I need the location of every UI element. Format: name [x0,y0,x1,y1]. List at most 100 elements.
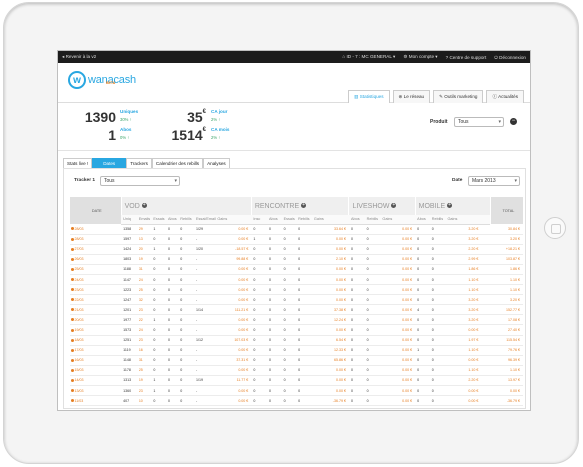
table-row[interactable]: 18/03 1251 23 0 0 0 1/12 107.03 €0 0 0 0 6.54 €0 0 0.… [69,335,523,346]
collapse-icon[interactable]: − [510,118,517,125]
value-cell: 1188 [121,264,137,275]
vod-group-header[interactable]: VOD + [120,197,252,215]
value-cell: 0 [296,274,312,286]
column-header[interactable]: Abos [165,215,179,225]
value-cell: 1 [151,244,166,255]
user-menu[interactable]: ⌂ ID - 7 : MC GENERAL ▾ [342,54,396,59]
column-header[interactable]: Essais [281,215,297,225]
expand-icon[interactable] [70,308,74,312]
table-row[interactable]: 17/03 1119 16 0 0 0-0.00 €0 0 0 0 12.33 €0 0 0.00 €… [69,345,523,356]
tab-statistiques[interactable]: ▥ Statistiques [348,90,390,103]
tab-label: Outils marketing [444,94,478,99]
plus-icon[interactable]: + [391,202,397,209]
expand-icon[interactable] [70,267,74,271]
table-row[interactable]: 28/03 1358 29 1 0 0 1/29 0.00 €0 0 0 0 33.64 €0 0 0.0… [69,224,523,235]
table-row[interactable]: 28/03 1597 13 0 0 0-0.00 €1 0 0 0 0.00 €0 0 0.00 €0… [69,234,523,245]
expand-icon[interactable] [70,288,74,292]
column-header[interactable]: Rebills [296,215,312,225]
column-header[interactable]: Gains [215,215,252,225]
table-row[interactable]: 21/03 1201 23 0 0 0 1/14 111.21 €0 0 0 0 37.38 €0 0 0… [69,304,523,316]
liveshow-group-header[interactable]: LIVESHOW + [348,197,416,215]
mobile-group-header[interactable]: MOBILE + [414,197,491,215]
expand-icon[interactable] [70,389,74,393]
gains-cell: 1.86 € [490,264,523,275]
rencontre-group-header[interactable]: RENCONTRE + [250,197,349,215]
value-cell: 0 [415,224,430,235]
expand-icon[interactable] [70,247,74,251]
back-link[interactable]: ◂ Revenir à la v2 [62,54,97,59]
table-row[interactable]: 26/03 1803 19 0 0 0-99.88 €0 0 0 0 2.10 €0 0 0.00 €… [69,254,523,265]
table-row[interactable]: 22/03 1247 32 0 0 0-0.00 €0 0 0 0 0.00 €0 0 0.00 €0… [69,294,523,306]
gains-cell: 99.88 € [215,254,252,265]
table-row[interactable]: 11/03 407 10 0 0 0-0.00 €0 0 0 0 -36.79 €0 0 0.00 €… [69,395,523,407]
date-select[interactable]: Mars 2013 [468,176,520,186]
table-row[interactable]: 19/03 1573 24 0 0 0-0.00 €0 0 0 0 0.00 €0 0 0.00 €0… [69,324,523,336]
expand-icon[interactable] [70,257,74,261]
user-label: ID - 7 : MC GENERAL [346,54,392,59]
expand-icon[interactable] [70,328,74,332]
tracker-select[interactable]: Tous [100,176,180,186]
column-header[interactable]: Gains [445,215,482,225]
table-row[interactable]: 16/03 1148 31 0 0 0-37.31 €0 0 0 0 65.86 €0 0 0.00 … [69,355,523,366]
value-cell: 0 [364,314,381,326]
logo[interactable]: w wanacash [68,71,136,89]
expand-icon[interactable] [70,338,74,342]
tab-actualites[interactable]: ⓘ Actualités [486,90,524,103]
gains-cell: 0.00 € [380,304,416,316]
table-row[interactable]: 13/03 1360 23 1 0 0-0.00 €0 0 0 0 0.00 €0 0 0.00 €0… [69,385,523,397]
plus-icon[interactable]: + [141,202,147,209]
date-header[interactable]: DATE [69,197,122,224]
expand-icon[interactable] [70,368,74,372]
column-header[interactable]: Rebills [364,215,381,225]
expand-icon[interactable] [70,278,74,282]
expand-icon[interactable] [70,358,74,362]
plus-icon[interactable]: + [301,202,307,209]
table-row[interactable]: 24/03 1147 24 0 0 0-0.00 €0 0 0 0 0.00 €0 0 0.00 €0… [69,274,523,286]
date-cell: 28/03 [69,224,122,235]
account-menu[interactable]: ⚙ Mon compte ▾ [403,54,438,59]
stats-table: DATE VOD + RENCONTRE + LIVESHOW + MOBILE… [69,197,523,407]
value-cell: 1313 [121,375,137,387]
table-row[interactable]: 23/03 1223 25 0 0 0-0.00 €0 0 0 0 0.00 €0 0 0.00 €0… [69,284,523,296]
gains-cell: 0.00 € [215,345,252,356]
column-header[interactable]: Gains [311,215,349,225]
produit-select[interactable]: Tous [454,117,504,127]
column-header[interactable]: Abos [415,215,430,225]
expand-icon[interactable] [70,348,74,352]
column-header[interactable]: Rebills [429,215,446,225]
value-cell: 23 [136,335,152,346]
table-row[interactable]: 14/03 1313 19 1 0 0 1/19 11.77 €0 0 0 0 0.00 €0 0 0.0… [69,375,523,387]
tab-reseau[interactable]: ⊛ Le réseau [392,90,431,103]
date-cell: 27/03 [69,244,122,255]
table-row[interactable]: 27/03 1424 20 1 0 0 1/20 -18.57 €0 0 0 0 0.00 €0 0 0.… [69,244,523,255]
expand-icon[interactable] [70,298,74,302]
date-cell: 26/03 [69,254,122,265]
expand-icon[interactable] [70,379,74,382]
value-cell: 0 [429,335,446,346]
column-header[interactable]: Uniq [121,215,137,225]
expand-icon[interactable] [70,227,74,231]
support-link[interactable]: ? Centre de support [445,54,487,60]
tab-outils[interactable]: ✎ Outils marketing [433,90,484,103]
column-header[interactable]: Abos [267,215,282,225]
column-header[interactable]: Rebills [178,215,194,225]
plus-icon[interactable]: + [447,202,453,209]
column-header[interactable]: Emails [136,215,152,225]
table-row[interactable]: 15/03 1178 25 0 0 0-0.00 €0 0 0 0 0.00 €0 0 0.00 €0… [69,365,523,376]
column-header[interactable]: Essai/Email [194,215,216,225]
expand-icon[interactable] [70,318,74,322]
column-header[interactable]: Essais [151,215,166,225]
gains-cell: 0.00 € [311,284,349,296]
expand-icon[interactable] [70,237,74,241]
value-cell: 0 [165,274,179,286]
column-header[interactable]: Abos [348,215,365,225]
expand-icon[interactable] [70,399,74,403]
value-cell: 0 [251,395,268,407]
column-header[interactable]: Insc [251,215,268,225]
logout-link[interactable]: ⏻ Déconnexion [494,54,526,60]
table-row[interactable]: 25/03 1188 31 0 0 0-0.00 €0 0 0 0 0.00 €0 0 0.00 €0… [69,264,523,275]
table-row[interactable]: 20/03 1977 22 1 0 0-0.00 €0 0 0 0 12.24 €0 0 0.00 €… [69,314,523,326]
value-cell: 1803 [121,254,137,265]
total-header[interactable]: TOTAL [489,197,523,224]
column-header[interactable]: Gains [380,215,416,225]
